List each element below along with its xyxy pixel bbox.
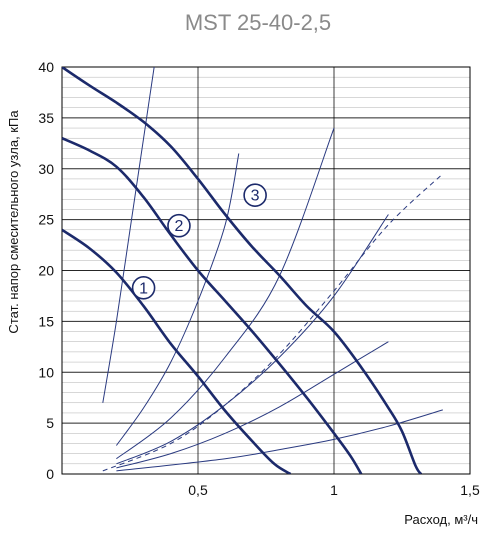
curve-marker-circle-1 (131, 275, 156, 300)
chart-title: MST 25-40-2,5 (185, 10, 331, 35)
curve-marker-circle-3 (243, 183, 267, 208)
pump-curves (62, 67, 423, 474)
grid (61, 66, 471, 475)
system-curve-1 (102, 67, 155, 403)
system-curve-4 (116, 214, 389, 465)
tick-labels: 0 5 10 15 20 25 30 35 40 0,5 1 1,5 (38, 59, 480, 498)
y-tick-label: 5 (46, 415, 54, 431)
y-tick-label: 25 (38, 212, 54, 228)
y-tick-label: 10 (38, 364, 54, 380)
y-tick-label: 30 (38, 161, 54, 177)
system-curves (102, 67, 444, 472)
y-tick-label: 20 (38, 263, 54, 279)
curve-marker-circle-2 (167, 213, 191, 238)
x-axis-label: Расход, м³/ч (404, 512, 478, 527)
curve-markers: 1 2 3 (131, 183, 267, 300)
x-tick-label: 0,5 (188, 482, 208, 498)
pump-curve-3 (62, 67, 423, 474)
curve-marker-label-1: 1 (139, 280, 148, 297)
pump-curve-1 (62, 228, 292, 474)
plot-frame (61, 66, 471, 475)
system-curve-3 (116, 127, 335, 460)
system-curve-7 (116, 409, 443, 472)
y-tick-label: 0 (46, 466, 54, 482)
pump-curve-2 (62, 137, 363, 474)
x-tick-label: 1 (330, 482, 338, 498)
y-tick-label: 35 (38, 110, 54, 126)
curve-marker-label-2: 2 (175, 218, 184, 235)
system-curve-5 (102, 173, 444, 472)
curve-marker-label-3: 3 (251, 188, 260, 205)
system-curve-6 (116, 341, 389, 469)
y-axis-label: Стат. напор смесительного узла, кПа (6, 110, 21, 334)
x-tick-label: 1,5 (460, 482, 480, 498)
y-tick-label: 40 (38, 59, 54, 75)
y-tick-label: 15 (38, 313, 54, 329)
